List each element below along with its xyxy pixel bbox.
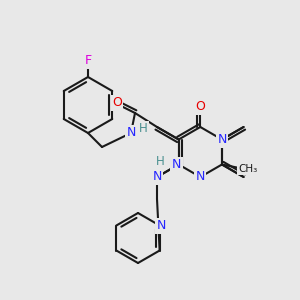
- Text: N: N: [217, 133, 226, 146]
- Text: N: N: [196, 170, 205, 184]
- Text: CH₃: CH₃: [238, 164, 258, 173]
- Text: H: H: [139, 122, 147, 136]
- Text: N: N: [157, 219, 166, 232]
- Text: N: N: [172, 158, 181, 171]
- Text: F: F: [84, 55, 92, 68]
- Text: N: N: [126, 127, 136, 140]
- Text: N: N: [152, 170, 162, 184]
- Text: O: O: [195, 100, 205, 113]
- Text: H: H: [156, 155, 165, 168]
- Text: O: O: [112, 97, 122, 110]
